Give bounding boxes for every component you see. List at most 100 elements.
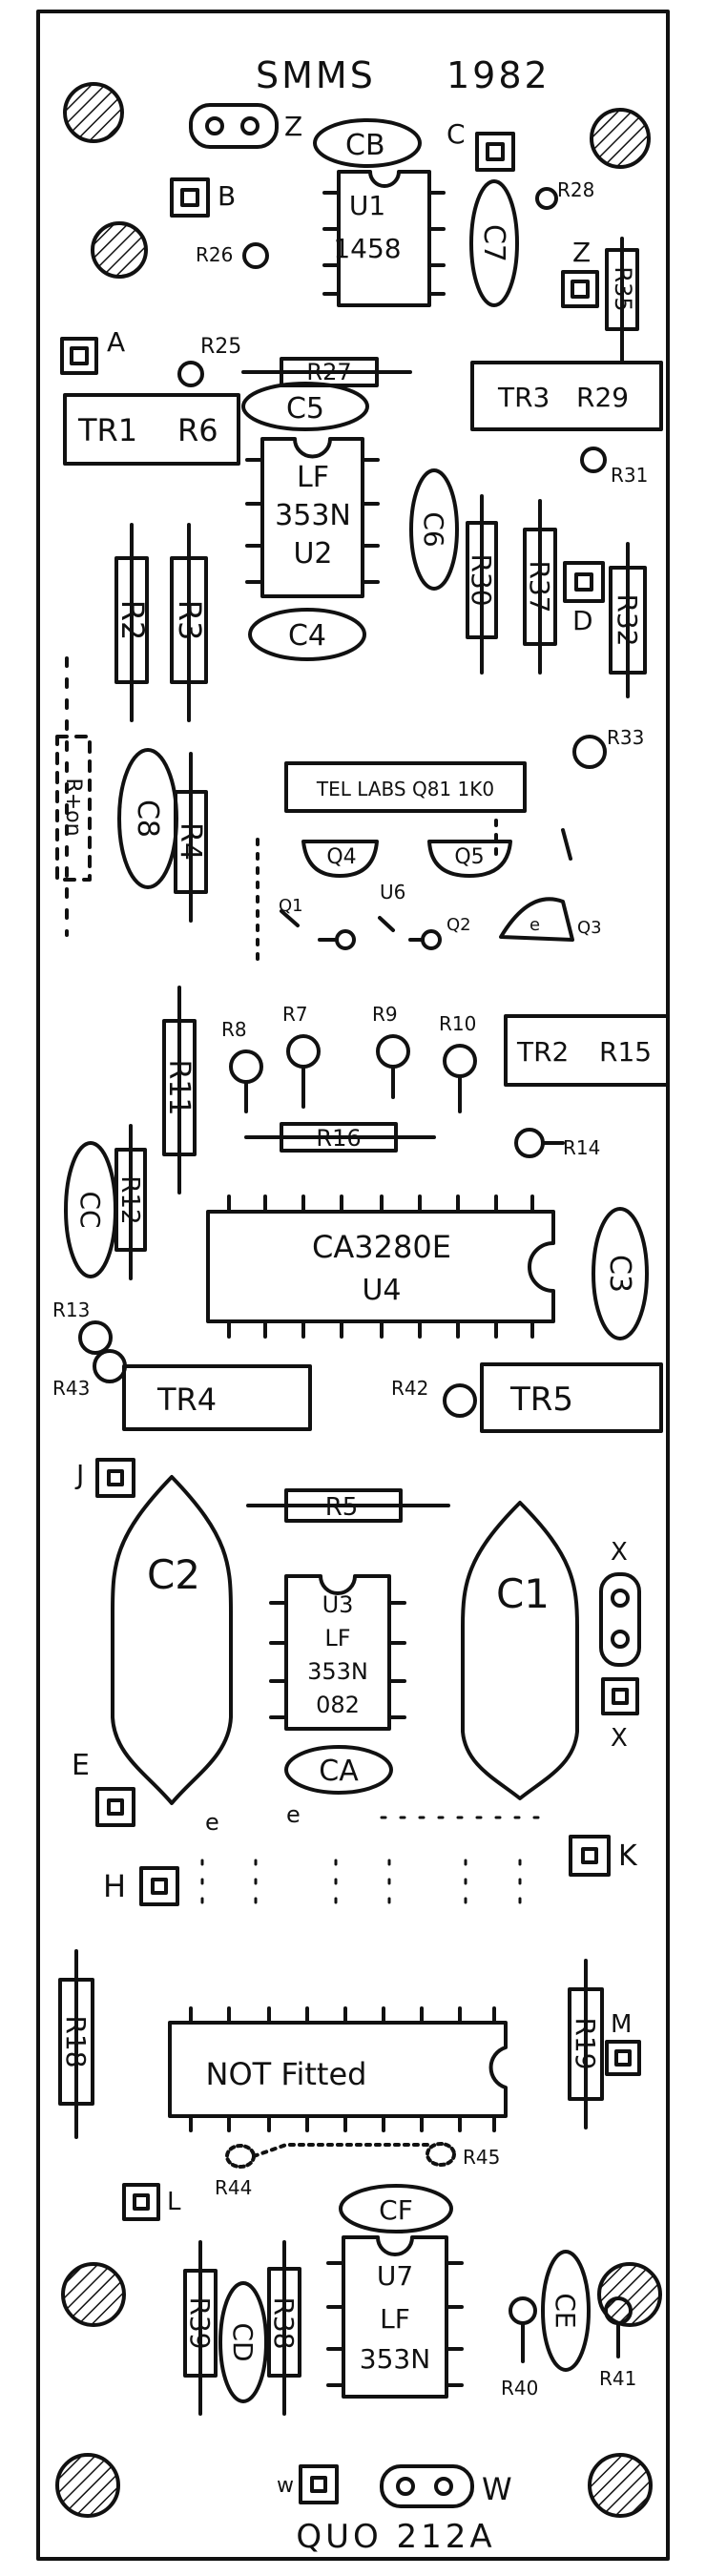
- cap-c1: [461, 1501, 579, 1800]
- res-label-r18: R18: [60, 2015, 92, 2067]
- pad-label-h: H: [103, 1868, 126, 1904]
- cap-cd: [218, 2281, 268, 2403]
- res-label-r12: R12: [115, 1175, 144, 1224]
- ref-r41: R41: [599, 2367, 636, 2390]
- resistor-r13: [78, 1320, 113, 1355]
- ref-r43: R43: [52, 1377, 90, 1400]
- res-label-r3: R3: [172, 600, 208, 641]
- transistor-label-q1: Q1: [279, 896, 303, 916]
- cap-label-ce: CE: [550, 2293, 581, 2328]
- ic-label-u6: U6: [380, 881, 405, 904]
- pad-label-z-top: Z: [284, 111, 302, 142]
- cap-label-c4: C4: [288, 619, 326, 653]
- cap-label-c2: C2: [147, 1551, 200, 1598]
- ic-u4-line2: U4: [362, 1274, 401, 1307]
- resistor-r42: [443, 1383, 477, 1418]
- misc-e2: e: [205, 1809, 219, 1836]
- res-label-r5: R5: [325, 1493, 359, 1522]
- resistor-r32: [609, 542, 647, 698]
- resistor-r44-dashed: [225, 2144, 256, 2169]
- pad-label-b: B: [218, 180, 236, 212]
- pad-w-small: [299, 2464, 339, 2504]
- cap-label-cb: CB: [345, 129, 385, 162]
- resistor-r-on: [55, 735, 92, 882]
- ref-r10: R10: [439, 1012, 476, 1035]
- cap-label-c8: C8: [131, 800, 164, 838]
- resistor-r3: [170, 523, 208, 722]
- res-label-r2: R2: [114, 600, 151, 641]
- ic-not-fitted: [168, 2006, 508, 2132]
- pad-label-c: C: [446, 118, 466, 150]
- pad-label-j: J: [74, 1459, 84, 1490]
- ref-r45: R45: [463, 2146, 500, 2169]
- ref-r42: R42: [391, 1377, 428, 1400]
- res-label-r27: R27: [306, 359, 351, 385]
- trimmer-label-r29: R29: [576, 382, 629, 413]
- mounting-holes: [55, 82, 662, 2518]
- resistor-r26: [242, 242, 269, 269]
- pad-label-e: E: [72, 1749, 90, 1782]
- resistor-r33: [572, 735, 607, 769]
- resistor-r16: [244, 1122, 436, 1153]
- pad-label-k: K: [618, 1839, 638, 1873]
- res-label-r30: R30: [466, 553, 497, 606]
- cap-c2: [111, 1475, 233, 1805]
- resistor-r37: [523, 499, 557, 675]
- res-label-r19: R19: [570, 2017, 601, 2069]
- thermistor-label: TEL LABS Q81 1K0: [316, 778, 494, 800]
- ref-r7: R7: [282, 1003, 308, 1026]
- connector-w: [380, 2464, 474, 2508]
- resistor-r4: [174, 752, 208, 923]
- ic-u2: [245, 437, 380, 598]
- title-right: 1982: [446, 54, 550, 96]
- connector-z-top: [189, 103, 279, 149]
- ref-r13: R13: [52, 1298, 90, 1321]
- u6-dashes: [256, 819, 498, 966]
- ic-u7: [326, 2235, 464, 2399]
- resistors-r7-r10: [229, 1034, 477, 1113]
- resistor-r28: [535, 187, 558, 210]
- pad-k: [569, 1835, 611, 1877]
- pad-label-l: L: [167, 2188, 181, 2216]
- pad-m: [605, 2040, 641, 2076]
- res-label-r37: R37: [524, 560, 555, 613]
- ic-u4-line1: CA3280E: [312, 1229, 451, 1265]
- trimmer-tr1: [63, 393, 240, 466]
- cap-label-cd: CD: [227, 2322, 259, 2361]
- cap-c4: [248, 608, 366, 661]
- ref-r8: R8: [221, 1018, 247, 1041]
- ic-u1-line2: 1458: [333, 233, 401, 264]
- ic-u1-line1: U1: [349, 190, 385, 221]
- ic-u2-line1: LF: [297, 461, 329, 494]
- ic-u7-line2: LF: [380, 2303, 410, 2335]
- ic-not-fitted-label: NOT Fitted: [206, 2056, 367, 2092]
- ref-r33: R33: [607, 726, 644, 749]
- ref-r28: R28: [557, 178, 594, 201]
- ic-u3-line4: 082: [316, 1692, 360, 1718]
- resistor-r39: [183, 2240, 218, 2416]
- pad-label-x-bottom: X: [611, 1724, 628, 1753]
- resistor-r5: [246, 1488, 450, 1523]
- transistor-q4: [301, 840, 379, 878]
- cap-c3: [592, 1207, 649, 1340]
- ic-u7-line3: 353N: [360, 2343, 430, 2375]
- ref-r9: R9: [372, 1003, 398, 1026]
- pad-label-z-side: Z: [572, 237, 591, 268]
- transistor-label-q4: Q4: [326, 845, 356, 869]
- trimmer-label-tr3: TR3: [497, 382, 550, 413]
- ic-u2-line3: U2: [293, 537, 332, 571]
- trimmer-label-r15: R15: [599, 1036, 652, 1068]
- resistor-r19: [568, 1959, 604, 2129]
- transistor-label-q5: Q5: [454, 845, 484, 869]
- resistor-r2: [114, 523, 149, 722]
- resistor-r40: [509, 2296, 537, 2325]
- unpopulated-area: [200, 1816, 546, 1920]
- pad-label-a: A: [107, 326, 125, 358]
- res-label-r4: R4: [174, 822, 207, 861]
- pad-e: [95, 1787, 135, 1827]
- diode-q2: [421, 929, 442, 950]
- cap-label-c3: C3: [603, 1255, 636, 1293]
- cap-label-c5: C5: [286, 392, 324, 426]
